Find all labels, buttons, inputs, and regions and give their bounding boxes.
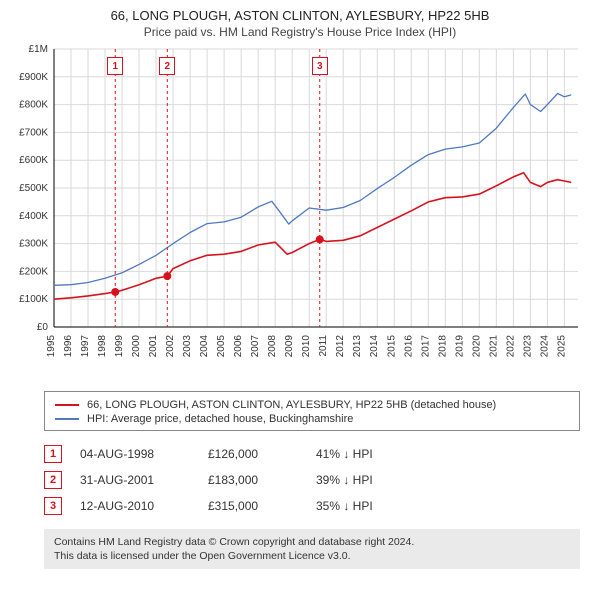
x-tick-label: 2017 xyxy=(420,335,431,358)
x-tick-label: 2021 xyxy=(488,335,499,358)
chart-subtitle: Price paid vs. HM Land Registry's House … xyxy=(4,25,596,39)
sale-badge: 2 xyxy=(44,471,62,489)
chart-title: 66, LONG PLOUGH, ASTON CLINTON, AYLESBUR… xyxy=(4,8,596,23)
x-tick-label: 2006 xyxy=(233,335,244,358)
y-tick-label: £600K xyxy=(19,155,48,166)
footer-line: This data is licensed under the Open Gov… xyxy=(54,549,570,563)
x-tick-label: 2025 xyxy=(556,335,567,358)
sale-price: £126,000 xyxy=(208,447,298,461)
x-tick-label: 2023 xyxy=(522,335,533,358)
y-tick-label: £900K xyxy=(19,72,48,83)
x-tick-label: 2024 xyxy=(539,335,550,358)
x-tick-label: 2019 xyxy=(454,335,465,358)
sale-date: 12-AUG-2010 xyxy=(80,499,190,513)
x-tick-label: 2003 xyxy=(182,335,193,358)
y-tick-label: £800K xyxy=(19,100,48,111)
x-tick-label: 2007 xyxy=(250,335,261,358)
y-tick-label: £200K xyxy=(19,266,48,277)
sale-price: £183,000 xyxy=(208,473,298,487)
x-tick-label: 2020 xyxy=(471,335,482,358)
y-tick-label: £400K xyxy=(19,211,48,222)
sale-marker-dot xyxy=(316,235,324,243)
x-tick-label: 2002 xyxy=(165,335,176,358)
footer-attribution: Contains HM Land Registry data © Crown c… xyxy=(44,529,580,569)
sale-date: 31-AUG-2001 xyxy=(80,473,190,487)
legend-item: HPI: Average price, detached house, Buck… xyxy=(55,412,569,426)
legend-swatch xyxy=(55,404,79,406)
sale-date: 04-AUG-1998 xyxy=(80,447,190,461)
x-tick-label: 2004 xyxy=(199,335,210,358)
sale-marker-badge: 2 xyxy=(159,57,175,75)
x-tick-label: 1999 xyxy=(114,335,125,358)
sale-price: £315,000 xyxy=(208,499,298,513)
sale-row: 3 12-AUG-2010 £315,000 35% ↓ HPI xyxy=(44,493,580,519)
y-tick-label: £300K xyxy=(19,239,48,250)
sale-marker-badge: 3 xyxy=(312,57,328,75)
sale-row: 2 31-AUG-2001 £183,000 39% ↓ HPI xyxy=(44,467,580,493)
x-tick-label: 2008 xyxy=(267,335,278,358)
legend-item: 66, LONG PLOUGH, ASTON CLINTON, AYLESBUR… xyxy=(55,398,569,412)
legend: 66, LONG PLOUGH, ASTON CLINTON, AYLESBUR… xyxy=(44,391,580,431)
legend-swatch xyxy=(55,418,79,420)
page: 66, LONG PLOUGH, ASTON CLINTON, AYLESBUR… xyxy=(0,0,600,569)
sale-badge: 3 xyxy=(44,497,62,515)
legend-label: HPI: Average price, detached house, Buck… xyxy=(87,413,353,425)
x-tick-label: 1996 xyxy=(63,335,74,358)
x-tick-label: 2011 xyxy=(318,335,329,357)
sale-delta: 39% ↓ HPI xyxy=(316,473,416,487)
chart-titles: 66, LONG PLOUGH, ASTON CLINTON, AYLESBUR… xyxy=(0,0,600,43)
line-chart: £0 £100K £200K £300K £400K £500K £600K £700K £80… xyxy=(10,43,590,383)
x-tick-label: 2001 xyxy=(148,335,159,358)
legend-label: 66, LONG PLOUGH, ASTON CLINTON, AYLESBUR… xyxy=(87,399,496,411)
sale-row: 1 04-AUG-1998 £126,000 41% ↓ HPI xyxy=(44,441,580,467)
x-tick-label: 2013 xyxy=(352,335,363,358)
sales-table: 1 04-AUG-1998 £126,000 41% ↓ HPI 2 31-AUG-200… xyxy=(44,441,580,519)
sale-delta: 41% ↓ HPI xyxy=(316,447,416,461)
x-tick-label: 2022 xyxy=(505,335,516,358)
y-tick-label: £1M xyxy=(29,44,48,55)
sale-delta: 35% ↓ HPI xyxy=(316,499,416,513)
x-tick-label: 2009 xyxy=(284,335,295,358)
x-tick-label: 2014 xyxy=(369,335,380,358)
footer-line: Contains HM Land Registry data © Crown c… xyxy=(54,535,570,549)
x-tick-label: 2012 xyxy=(335,335,346,358)
sale-marker-dot xyxy=(163,272,171,280)
x-tick-label: 2016 xyxy=(403,335,414,358)
x-tick-label: 2018 xyxy=(437,335,448,358)
x-tick-label: 1995 xyxy=(46,335,57,358)
x-tick-label: 2010 xyxy=(301,335,312,358)
chart-area: £0 £100K £200K £300K £400K £500K £600K £700K £80… xyxy=(10,43,590,383)
sale-marker-badge: 1 xyxy=(107,57,123,75)
x-tick-label: 1998 xyxy=(97,335,108,358)
x-tick-label: 1997 xyxy=(80,335,91,358)
sale-badge: 1 xyxy=(44,445,62,463)
y-tick-label: £700K xyxy=(19,127,48,138)
sale-marker-dot xyxy=(111,288,119,296)
x-tick-label: 2000 xyxy=(131,335,142,358)
x-tick-label: 2015 xyxy=(386,335,397,358)
y-tick-label: £100K xyxy=(19,294,48,305)
y-tick-label: £500K xyxy=(19,183,48,194)
x-tick-label: 2005 xyxy=(216,335,227,358)
y-tick-label: £0 xyxy=(37,322,49,333)
